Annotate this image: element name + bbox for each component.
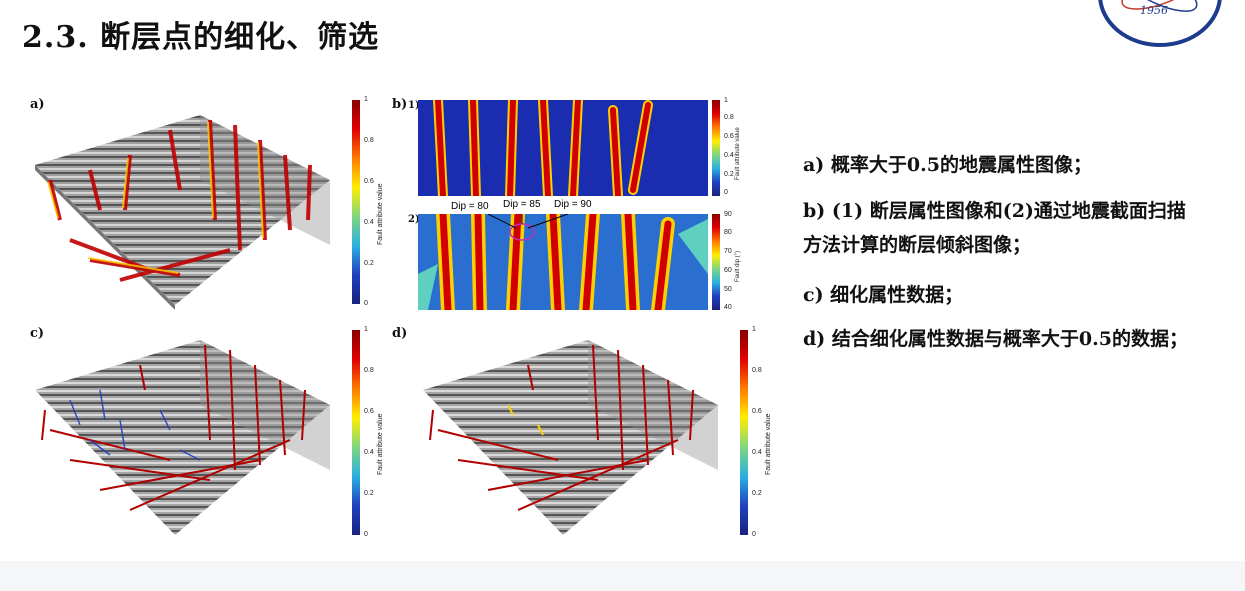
panel-c-label: c) (30, 326, 45, 341)
tick: 0.8 (364, 367, 374, 374)
tick: 0 (724, 189, 728, 196)
logo-year: 1956 (1140, 4, 1168, 17)
panel-b2-image (418, 214, 708, 310)
footer-bar (0, 561, 1245, 591)
colorbar-d-title: Fault attribute value (765, 413, 772, 475)
colorbar-c-title: Fault attribute value (377, 413, 384, 475)
colorbar-b1-title: Fault attribute value (735, 127, 741, 180)
panel-b1-image (418, 100, 708, 196)
tick: 0.2 (364, 490, 374, 497)
colorbar-c (352, 330, 360, 535)
colorbar-b2 (712, 214, 720, 310)
dip-label-80: Dip = 80 (450, 201, 490, 212)
panel-a-label: a) (30, 97, 45, 112)
description-a: a) 概率大于0.5的地震属性图像； (803, 154, 1092, 176)
panel-b-sub2-label: 2) (408, 214, 420, 225)
tick: 70 (724, 248, 732, 255)
tick: 0.8 (752, 367, 762, 374)
panel-b-sub1-label: 1) (408, 100, 420, 111)
tick: 0.4 (364, 449, 374, 456)
tick: 0.6 (752, 408, 762, 415)
tick: 40 (724, 304, 732, 311)
tick: 0 (364, 531, 368, 538)
tick: 0.4 (752, 449, 762, 456)
tick: 0.6 (364, 408, 374, 415)
colorbar-d (740, 330, 748, 535)
tick: 0.6 (364, 178, 374, 185)
tick: 90 (724, 211, 732, 218)
tick: 0.2 (724, 171, 734, 178)
tick: 80 (724, 229, 732, 236)
tick: 0 (364, 300, 368, 307)
panel-b-label: b) (392, 97, 408, 112)
tick: 1 (364, 96, 368, 103)
panel-a-cube (35, 115, 330, 310)
colorbar-b2-title: Fault dip (°) (735, 250, 741, 282)
tick: 0 (752, 531, 756, 538)
dip-label-85: Dip = 85 (502, 199, 542, 210)
description-c: c) 细化属性数据； (803, 284, 964, 306)
dip-label-90: Dip = 90 (553, 199, 593, 210)
tick: 0.2 (364, 260, 374, 267)
tick: 1 (752, 326, 756, 333)
panel-d-label: d) (392, 326, 408, 341)
colorbar-b1 (712, 100, 720, 196)
tick: 0.4 (364, 219, 374, 226)
tick: 0.8 (724, 114, 734, 121)
description-d: d) 结合细化属性数据与概率大于0.5的数据； (803, 328, 1188, 350)
tick: 60 (724, 267, 732, 274)
tick: 50 (724, 286, 732, 293)
tick: 1 (364, 326, 368, 333)
tick: 0.4 (724, 152, 734, 159)
tick: 0.8 (364, 137, 374, 144)
panel-d-cube (423, 340, 718, 535)
tick: 1 (724, 97, 728, 104)
tick: 0.2 (752, 490, 762, 497)
panel-c-cube (35, 340, 330, 535)
tick: 0.6 (724, 133, 734, 140)
description-b: b) (1) 断层属性图像和(2)通过地震截面扫描方法计算的断层倾斜图像； (803, 200, 1186, 256)
university-logo: 1956 (1098, 0, 1222, 47)
colorbar-a-title: Fault attribute value (377, 183, 384, 245)
page-title: 2.3. 断层点的细化、筛选 (22, 20, 380, 55)
colorbar-a (352, 100, 360, 304)
